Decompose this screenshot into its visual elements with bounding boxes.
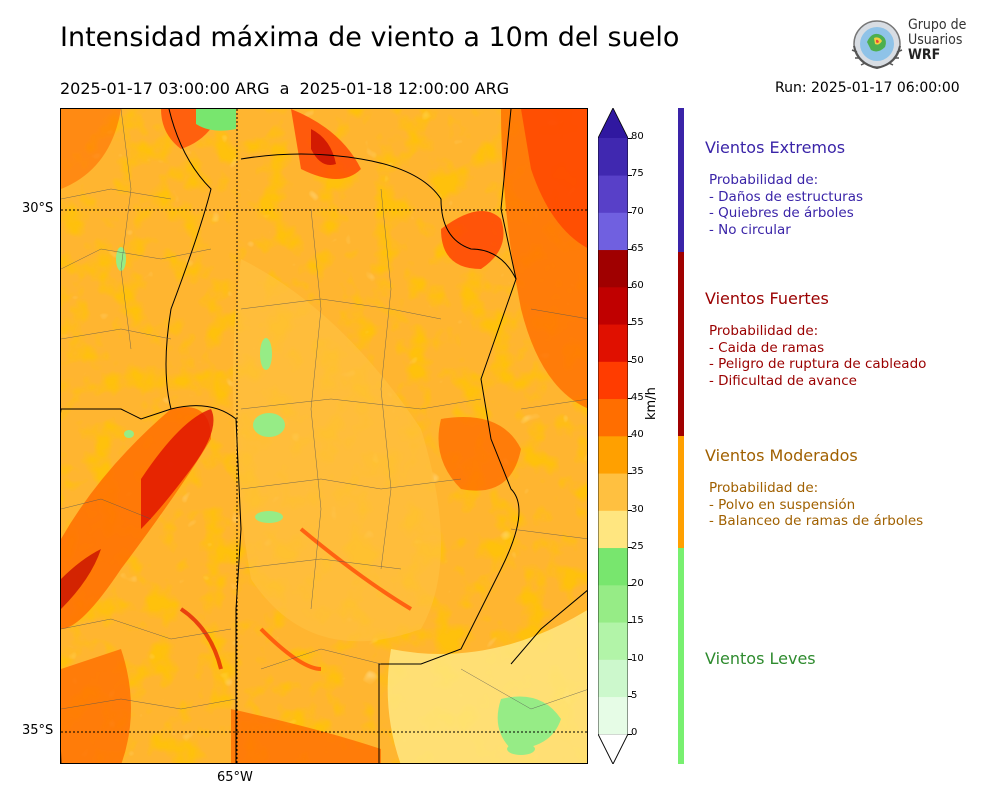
moderate-winds-line: Probabilidad de: xyxy=(709,480,819,496)
extreme-winds-line: - No circular xyxy=(709,221,791,238)
colorbar-tick-mark xyxy=(628,137,632,139)
extreme-winds-bar xyxy=(678,108,684,252)
extreme-winds-line: - Daños de estructuras xyxy=(709,188,864,205)
colorbar-tick-label: 45 xyxy=(631,391,644,403)
logo-line-3: WRF xyxy=(908,47,941,63)
logo-line-2: Usuarios xyxy=(908,32,963,48)
colorbar-over-triangle xyxy=(598,108,628,138)
colorbar-tick-mark xyxy=(628,286,632,288)
lon-label-65w: 65°W xyxy=(217,770,253,785)
colorbar-tick-mark xyxy=(628,398,632,400)
colorbar-tick-label: 55 xyxy=(631,317,644,329)
colorbar-tick-label: 10 xyxy=(631,652,644,664)
extreme-winds-title: Vientos Extremos xyxy=(705,138,846,157)
colorbar-tick-mark xyxy=(628,733,632,735)
colorbar-tick-label: 65 xyxy=(631,242,644,254)
extreme-winds-line: Probabilidad de: xyxy=(709,172,819,188)
page-title: Intensidad máxima de viento a 10m del su… xyxy=(60,22,680,53)
colorbar-tick-mark xyxy=(628,361,632,362)
colorbar-segment xyxy=(598,398,628,437)
colorbar-tick-label: 60 xyxy=(631,280,644,291)
colorbar-tick-mark xyxy=(628,174,632,176)
colorbar-segment xyxy=(598,585,628,623)
moderate-winds-line: - Polvo en suspensión xyxy=(709,496,856,513)
colorbar-segment xyxy=(598,696,628,735)
colorbar-tick-mark xyxy=(628,659,632,660)
colorbar-segment xyxy=(598,510,628,549)
colorbar-tick-mark xyxy=(628,547,632,549)
globe-logo-icon xyxy=(851,20,903,70)
lat-label-35s: 35°S xyxy=(22,723,54,738)
colorbar-under-triangle xyxy=(597,733,629,765)
colorbar-segment xyxy=(598,361,628,400)
colorbar-segment xyxy=(598,324,628,362)
colorbar-segment xyxy=(598,138,628,176)
wrf-logo: Grupo de Usuarios WRF xyxy=(848,16,970,74)
colorbar-segment xyxy=(598,547,628,586)
moderate-winds-desc: Probabilidad de: - Polvo en suspensión -… xyxy=(709,480,923,530)
light-winds-title: Vientos Leves xyxy=(705,649,816,668)
wind-map-image xyxy=(61,109,587,763)
forecast-period: 2025-01-17 03:00:00 ARG a 2025-01-18 12:… xyxy=(60,79,510,98)
colorbar-tick-label: 5 xyxy=(631,689,638,701)
logo-line-1: Grupo de xyxy=(908,17,967,33)
logo-text: Grupo de Usuarios WRF xyxy=(908,18,966,63)
colorbar-tick-mark xyxy=(628,621,632,623)
colorbar-tick-label: 0 xyxy=(631,727,638,738)
lat-label-30s: 30°S xyxy=(22,201,54,216)
colorbar-segment xyxy=(598,622,628,660)
strong-winds-line: - Dificultad de avance xyxy=(709,372,857,389)
moderate-winds-line: - Balanceo de ramas de árboles xyxy=(709,513,924,529)
colorbar-tick-mark xyxy=(628,510,632,511)
colorbar-tick-label: 80 xyxy=(631,131,644,142)
colorbar-tick-label: 75 xyxy=(631,168,644,180)
colorbar-tick-label: 50 xyxy=(631,354,644,366)
colorbar-tick-mark xyxy=(628,472,632,474)
colorbar-tick-mark xyxy=(628,584,632,586)
colorbar-tick-mark xyxy=(628,435,632,437)
colorbar-tick-label: 40 xyxy=(631,429,644,440)
colorbar-scale xyxy=(597,107,629,765)
strong-winds-title: Vientos Fuertes xyxy=(705,289,829,308)
moderate-winds-title: Vientos Moderados xyxy=(705,446,858,465)
colorbar-tick-mark xyxy=(628,696,632,698)
strong-winds-line: Probabilidad de: xyxy=(709,323,819,339)
colorbar-tick-label: 20 xyxy=(631,578,644,589)
extreme-winds-line: - Quiebres de árboles xyxy=(709,205,854,221)
strong-winds-bar xyxy=(678,252,684,436)
colorbar-segment xyxy=(598,212,628,251)
strong-winds-line: - Peligro de ruptura de cableado xyxy=(709,356,927,372)
colorbar-segment xyxy=(598,436,628,474)
run-time: Run: 2025-01-17 06:00:00 xyxy=(775,80,960,96)
moderate-winds-bar xyxy=(678,436,684,548)
strong-winds-desc: Probabilidad de: - Caida de ramas - Peli… xyxy=(709,323,926,389)
colorbar-segment xyxy=(598,659,628,698)
colorbar-tick-mark xyxy=(628,249,632,251)
colorbar-segment xyxy=(598,473,628,511)
strong-winds-line: - Caida de ramas xyxy=(709,339,825,356)
colorbar-tick-label: 30 xyxy=(631,503,644,515)
colorbar xyxy=(597,107,629,765)
wind-map xyxy=(60,108,588,764)
colorbar-tick-label: 15 xyxy=(631,615,644,627)
colorbar-segment xyxy=(598,287,628,325)
colorbar-tick-mark xyxy=(628,212,632,213)
light-winds-bar xyxy=(678,548,684,764)
colorbar-segment xyxy=(598,249,628,288)
colorbar-tick-label: 70 xyxy=(631,205,644,217)
colorbar-tick-label: 35 xyxy=(631,466,644,478)
extreme-winds-desc: Probabilidad de: - Daños de estructuras … xyxy=(709,172,863,238)
colorbar-tick-mark xyxy=(628,323,632,325)
colorbar-tick-label: 25 xyxy=(631,540,644,552)
colorbar-units: km/h xyxy=(644,387,659,420)
colorbar-segment xyxy=(598,175,628,213)
